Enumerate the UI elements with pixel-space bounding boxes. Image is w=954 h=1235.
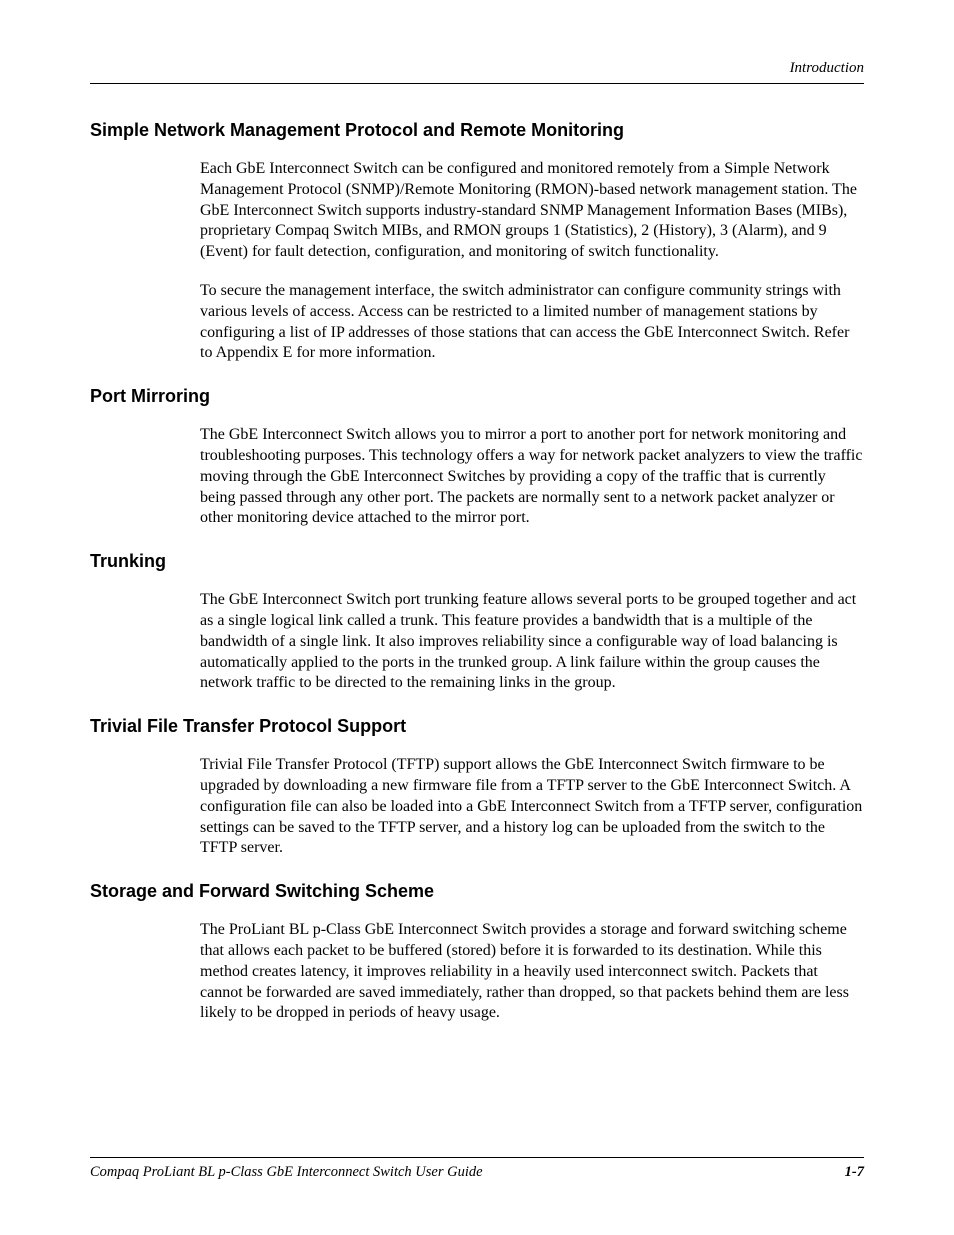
footer-title: Compaq ProLiant BL p-Class GbE Interconn… [90,1164,483,1181]
paragraph: Each GbE Interconnect Switch can be conf… [200,159,864,263]
paragraph: Trivial File Transfer Protocol (TFTP) su… [200,755,864,859]
page: Introduction Simple Network Management P… [0,0,954,1235]
heading-storage-forward: Storage and Forward Switching Scheme [90,881,864,902]
header-rule [90,83,864,84]
section-snmp: Simple Network Management Protocol and R… [90,120,864,364]
footer-line: Compaq ProLiant BL p-Class GbE Interconn… [90,1164,864,1181]
section-tftp: Trivial File Transfer Protocol Support T… [90,716,864,859]
paragraph: To secure the management interface, the … [200,281,864,364]
running-head: Introduction [90,60,864,77]
page-header: Introduction [90,60,864,84]
paragraph: The GbE Interconnect Switch allows you t… [200,425,864,529]
section-port-mirroring: Port Mirroring The GbE Interconnect Swit… [90,386,864,529]
paragraph: The GbE Interconnect Switch port trunkin… [200,590,864,694]
page-footer: Compaq ProLiant BL p-Class GbE Interconn… [90,1157,864,1181]
paragraph: The ProLiant BL p-Class GbE Interconnect… [200,920,864,1024]
heading-trunking: Trunking [90,551,864,572]
footer-rule [90,1157,864,1158]
heading-port-mirroring: Port Mirroring [90,386,864,407]
footer-page-number: 1-7 [845,1164,864,1181]
page-content: Simple Network Management Protocol and R… [90,120,864,1024]
section-trunking: Trunking The GbE Interconnect Switch por… [90,551,864,694]
heading-snmp: Simple Network Management Protocol and R… [90,120,864,141]
section-storage-forward: Storage and Forward Switching Scheme The… [90,881,864,1024]
heading-tftp: Trivial File Transfer Protocol Support [90,716,864,737]
